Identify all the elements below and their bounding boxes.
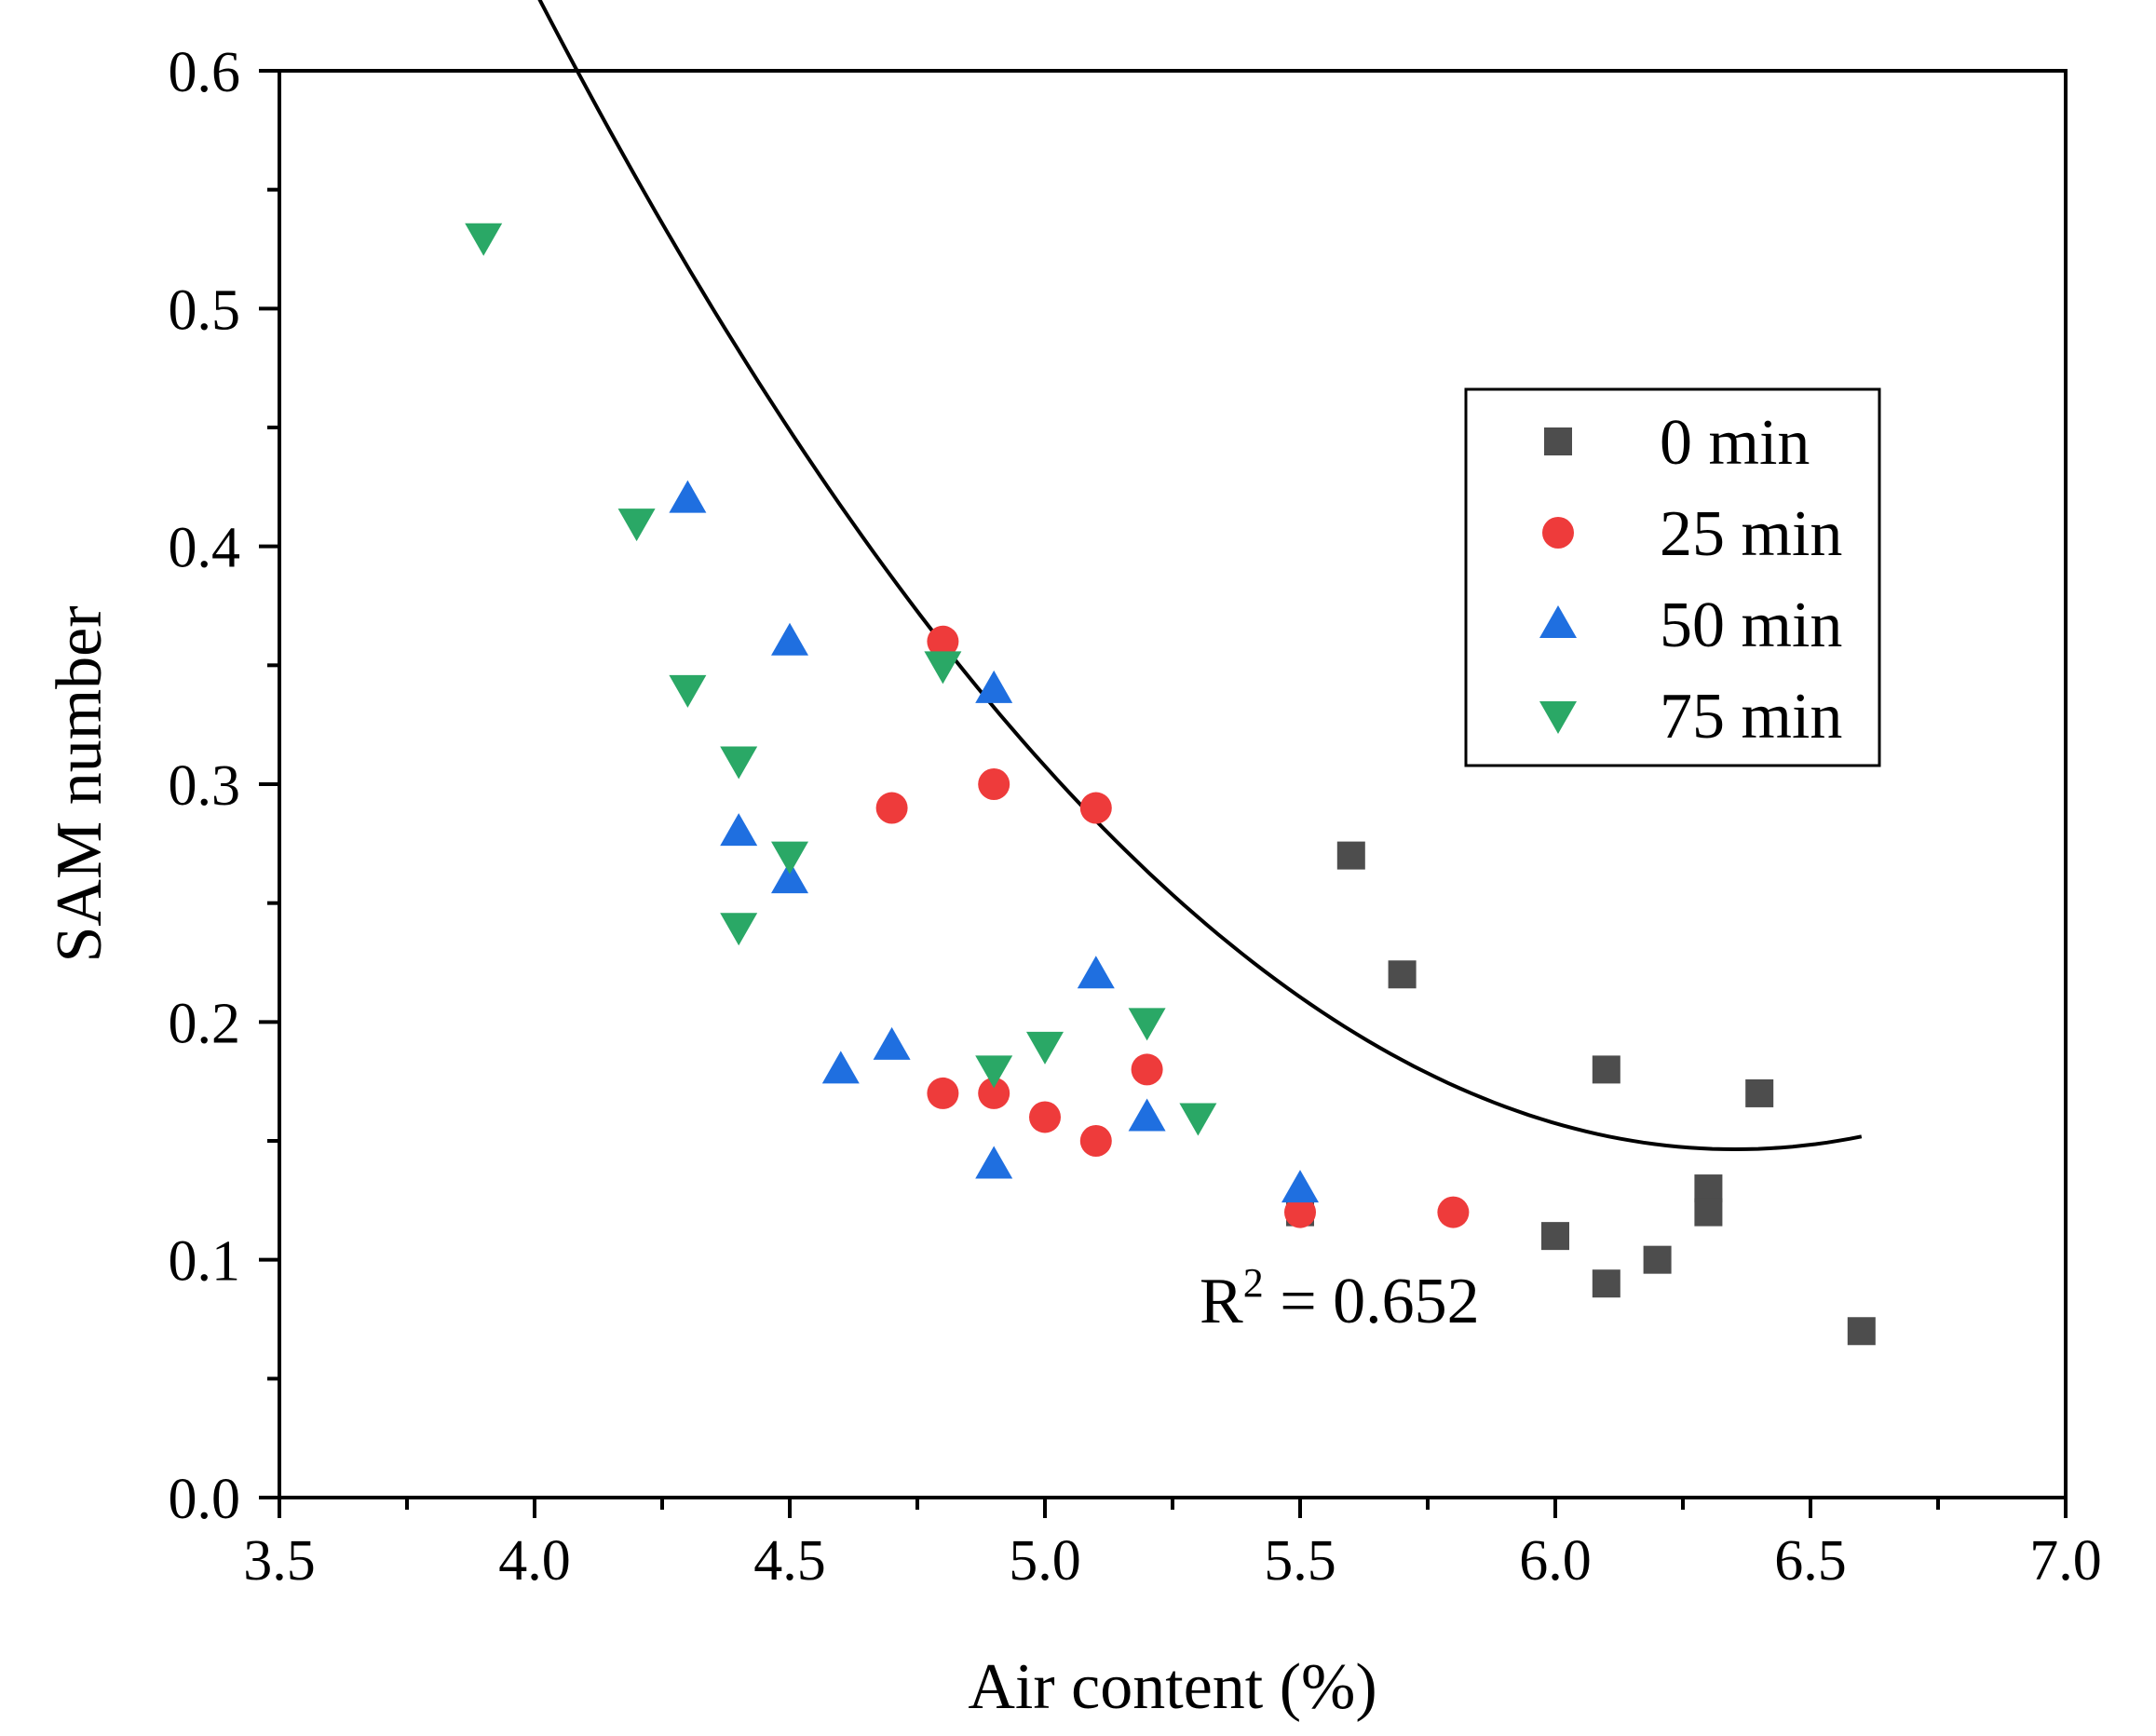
y-tick-label: 0.2: [169, 992, 241, 1055]
y-tick-label: 0.0: [169, 1468, 241, 1531]
data-point: [927, 1077, 959, 1109]
data-point: [1694, 1198, 1723, 1227]
data-point: [771, 861, 808, 894]
data-point: [1592, 1269, 1620, 1298]
legend-marker: [1542, 517, 1574, 549]
x-tick-label: 4.0: [498, 1529, 571, 1593]
legend-label: 0 min: [1660, 407, 1810, 479]
data-point: [1745, 1078, 1774, 1107]
y-tick-label: 0.5: [169, 278, 241, 342]
data-point: [1079, 792, 1112, 824]
data-point: [1128, 1008, 1166, 1041]
data-point: [978, 1077, 1010, 1109]
legend-label: 50 min: [1660, 590, 1842, 661]
annotation-base: R: [1200, 1266, 1243, 1337]
data-point: [924, 651, 962, 685]
data-point: [1336, 841, 1365, 870]
x-tick-label: 6.5: [1774, 1529, 1847, 1593]
data-point: [669, 480, 707, 513]
y-tick-labels: 0.0 0.1 0.2 0.3 0.4 0.5 0.6: [169, 41, 241, 1531]
data-point: [1284, 1196, 1316, 1228]
annotation-superscript: 2: [1243, 1260, 1264, 1306]
data-point: [1128, 1098, 1166, 1132]
legend-marker: [1539, 701, 1577, 734]
y-tick-label: 0.6: [169, 41, 241, 104]
plot-frame: [278, 69, 2068, 1499]
data-point: [821, 1051, 860, 1084]
legend-items: 0 min 25 min 50 min 75 min: [1539, 407, 1842, 753]
data-point: [1179, 1103, 1217, 1136]
x-tick-label: 5.5: [1264, 1529, 1336, 1593]
data-point: [1847, 1317, 1876, 1346]
r-squared-annotation: R2 = 0.652: [1200, 1260, 1480, 1337]
fit-curve: [537, 0, 1863, 1152]
data-point: [1029, 1101, 1061, 1133]
legend-label: 25 min: [1660, 498, 1842, 570]
data-point: [669, 674, 707, 708]
x-tick-label: 7.0: [2029, 1529, 2102, 1593]
legend-marker: [1544, 427, 1572, 455]
x-tick-label: 4.5: [753, 1529, 826, 1593]
y-axis-title: SAM number: [44, 605, 115, 962]
data-point: [1388, 960, 1417, 989]
data-point: [978, 768, 1010, 800]
x-tick-labels: 3.5 4.0 4.5 5.0 5.5 6.0 6.5 7.0: [243, 1529, 2102, 1593]
data-point: [975, 670, 1013, 703]
data-point: [1281, 1170, 1319, 1203]
data-point: [617, 509, 656, 542]
legend-label: 75 min: [1660, 681, 1842, 753]
data-point: [1643, 1245, 1672, 1274]
x-tick-label: 5.0: [1009, 1529, 1081, 1593]
data-point: [720, 746, 758, 780]
data-point: [1694, 1174, 1723, 1203]
y-tick-label: 0.1: [169, 1230, 241, 1294]
data-point: [975, 1146, 1013, 1179]
data-point: [975, 1055, 1013, 1089]
data-point: [771, 841, 808, 875]
data-points: [465, 223, 1876, 1346]
data-point: [1437, 1196, 1470, 1228]
x-axis-title: Air content (%): [968, 1651, 1376, 1723]
data-point: [927, 625, 959, 658]
y-tick-label: 0.4: [169, 517, 241, 580]
legend: 0 min 25 min 50 min 75 min: [1464, 387, 1881, 767]
data-point: [873, 1026, 911, 1060]
axis-ticks: [259, 69, 2068, 1518]
data-point: [1079, 1125, 1112, 1157]
data-point: [771, 622, 808, 656]
x-tick-label: 3.5: [243, 1529, 316, 1593]
annotation-rest: = 0.652: [1264, 1266, 1480, 1337]
legend-marker: [1539, 605, 1577, 638]
data-point: [1026, 1031, 1064, 1065]
data-point: [1131, 1053, 1163, 1086]
data-point: [465, 223, 503, 256]
x-tick-label: 6.0: [1519, 1529, 1592, 1593]
data-point: [1592, 1055, 1620, 1084]
data-point: [1077, 956, 1115, 989]
legend-box: [1464, 387, 1881, 767]
data-point: [720, 813, 758, 847]
data-point: [875, 792, 908, 824]
y-tick-label: 0.3: [169, 754, 241, 818]
data-point: [720, 913, 758, 946]
data-point: [1541, 1222, 1569, 1251]
